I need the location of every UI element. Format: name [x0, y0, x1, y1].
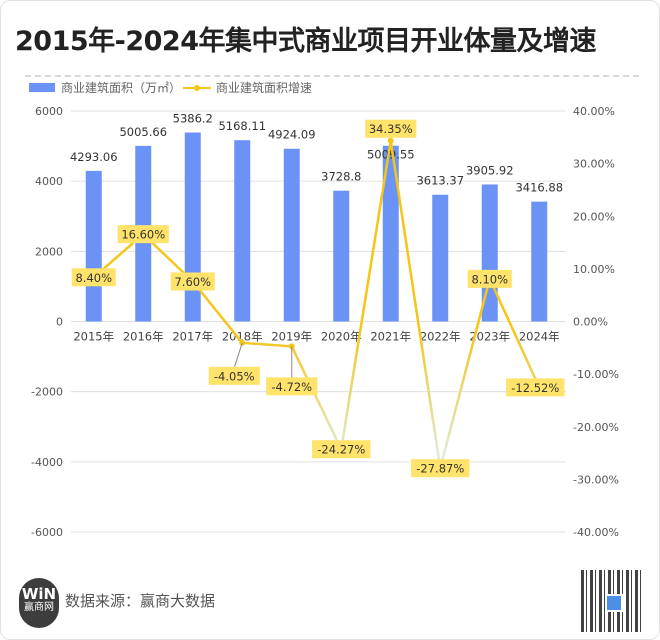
left-tick-label: -4000 [31, 456, 63, 469]
line-value-label: -4.72% [271, 380, 312, 394]
qr-code [581, 570, 643, 632]
bar-value-label: 4293.06 [70, 150, 118, 164]
bar [382, 145, 399, 322]
left-tick-label: -2000 [31, 386, 63, 399]
bar [184, 132, 201, 322]
left-tick-label: 2000 [35, 245, 63, 258]
right-tick-label: 20.00% [573, 210, 615, 223]
bar [531, 201, 548, 322]
line-value-label: -27.87% [416, 462, 464, 476]
category-label: 2024年 [519, 330, 560, 344]
divider [25, 75, 639, 77]
line-label-box [170, 272, 215, 291]
line-value-label: -4.05% [214, 369, 255, 383]
left-tick-label: -6000 [31, 526, 63, 539]
bar-value-label: 5005.66 [119, 125, 167, 139]
right-tick-label: 0.00% [573, 316, 608, 329]
category-label: 2015年 [73, 330, 114, 344]
line-label-box [411, 459, 470, 478]
line-label-box [467, 269, 512, 288]
bar [283, 148, 300, 322]
bar-value-label: 4924.09 [268, 128, 316, 142]
bar-value-label: 3728.8 [321, 170, 361, 184]
category-label: 2022年 [420, 330, 461, 344]
bar-value-label: 5009.55 [367, 148, 415, 162]
line-label-box [312, 440, 371, 459]
bar [85, 170, 102, 322]
right-tick-label: -40.00% [573, 526, 619, 539]
line-value-label: 16.60% [121, 228, 165, 242]
leader-line [233, 342, 243, 368]
line-value-label: 8.10% [471, 272, 508, 286]
bar-value-label: 3613.37 [416, 174, 464, 188]
right-tick-label: -10.00% [573, 368, 619, 381]
footer: WiN 赢商网 数据来源：赢商大数据 [1, 564, 659, 639]
source-note: 数据来源：赢商大数据 [65, 592, 216, 610]
category-label: 2020年 [321, 330, 362, 344]
legend-label-line: 商业建筑面积增速 [216, 80, 312, 95]
category-label: 2017年 [172, 330, 213, 344]
line-label-box [117, 225, 169, 244]
logo: WiN 赢商网 [19, 578, 59, 628]
right-tick-label: 10.00% [573, 263, 615, 276]
bar-value-label: 3905.92 [466, 163, 514, 177]
left-tick-label: 6000 [35, 105, 63, 118]
legend-label-bar: 商业建筑面积（万㎡） [61, 80, 181, 95]
line-marker [387, 137, 394, 144]
legend-marker [194, 85, 200, 91]
category-label: 2021年 [370, 330, 411, 344]
right-tick-label: -20.00% [573, 421, 619, 434]
line-value-label: -24.27% [317, 443, 365, 457]
combo-chart: 商业建筑面积（万㎡） 商业建筑面积增速 6000 4000 2000 0 -2000 -400… [29, 80, 619, 539]
line-label-box [266, 377, 318, 396]
right-tick-label: 30.00% [573, 158, 615, 171]
bar [333, 190, 350, 322]
line-value-label: -12.52% [511, 381, 559, 395]
bar-value-label: 3416.88 [515, 181, 563, 195]
right-tick-label: -30.00% [573, 473, 619, 486]
right-tick-label: 40.00% [573, 105, 615, 118]
left-tick-label: 4000 [35, 175, 63, 188]
left-tick-label: 0 [56, 316, 63, 329]
bar [432, 194, 449, 322]
growth-line [92, 139, 541, 470]
bar-value-label: 5168.11 [218, 119, 266, 133]
bar [234, 140, 251, 322]
category-label: 2018年 [222, 330, 263, 344]
chart-title: 2015年-2024年集中式商业项目开业体量及增速 [15, 26, 597, 57]
category-label: 2016年 [123, 330, 164, 344]
line-label-box [506, 378, 565, 397]
line-label-box [365, 119, 417, 138]
line-value-label: 8.40% [75, 271, 112, 285]
legend-swatch-bar [29, 83, 55, 92]
bar-value-label: 5386.2 [173, 112, 213, 126]
line-value-label: 7.60% [174, 275, 211, 289]
category-label: 2023年 [469, 330, 510, 344]
line-value-label: 34.35% [369, 122, 413, 136]
line-label-box [208, 366, 260, 385]
line-label-box [71, 268, 116, 287]
category-label: 2019年 [271, 330, 312, 344]
